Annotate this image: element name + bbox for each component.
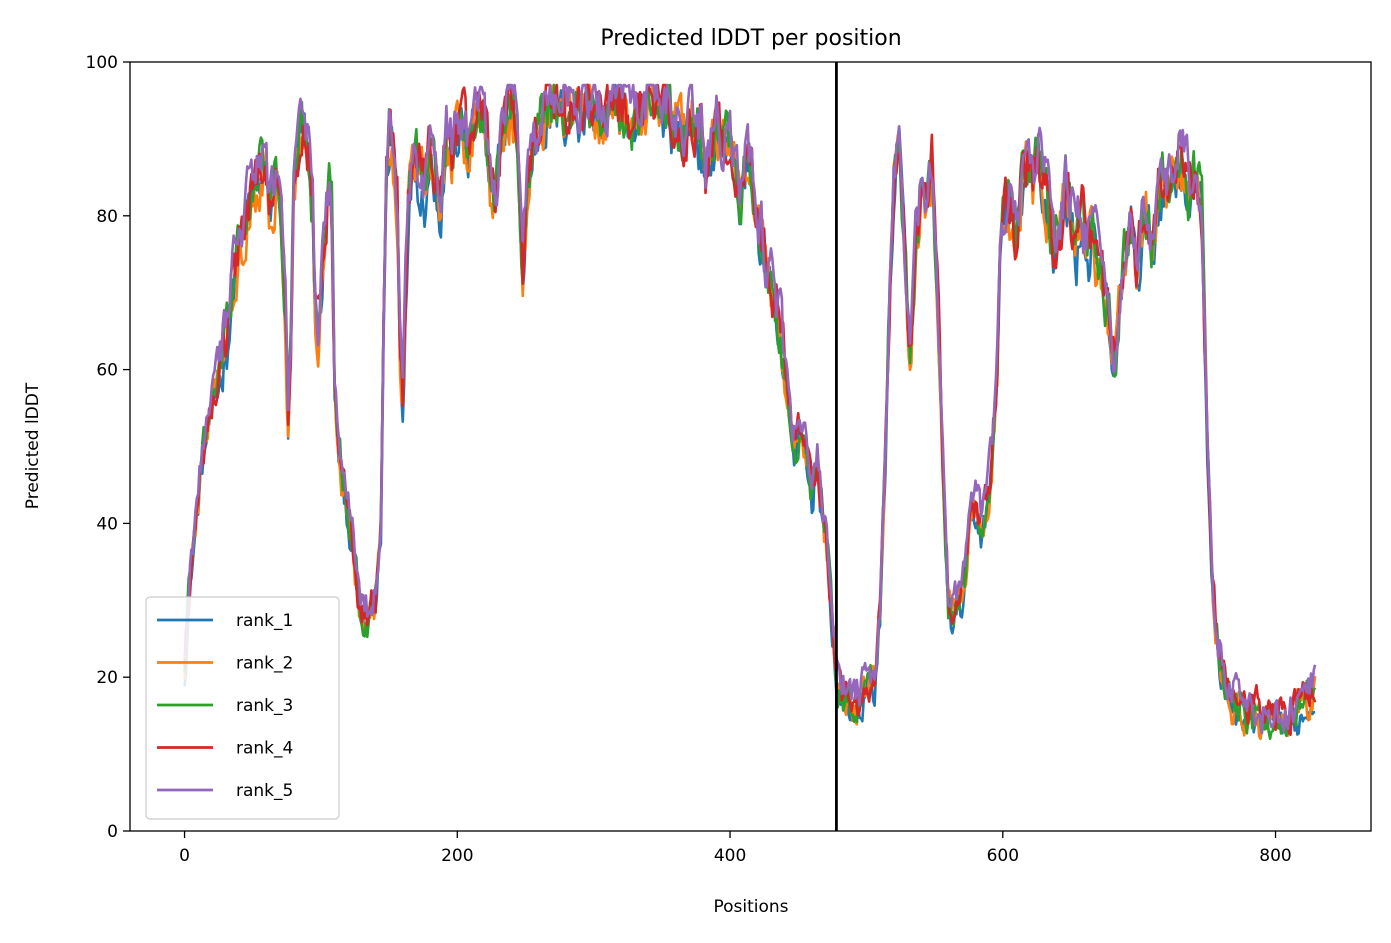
legend: rank_1 rank_2 rank_3 rank_4 rank_5 <box>145 596 340 820</box>
legend-label-rank_2: rank_2 <box>236 654 293 674</box>
legend-label-rank_5: rank_5 <box>236 781 293 801</box>
x-tick-label: 0 <box>179 846 190 866</box>
x-tick-label: 600 <box>987 846 1019 866</box>
y-tick-label: 20 <box>96 668 118 688</box>
y-axis-label: Predicted lDDT <box>23 382 43 509</box>
legend-label-rank_1: rank_1 <box>236 611 293 631</box>
y-tick-label: 0 <box>107 822 118 842</box>
legend-label-rank_3: rank_3 <box>236 696 293 716</box>
x-tick-label: 200 <box>441 846 473 866</box>
series-line-rank_5 <box>183 83 1317 735</box>
x-axis-label: Positions <box>713 897 788 917</box>
legend-frame <box>145 596 340 820</box>
y-tick-label: 100 <box>86 53 118 73</box>
x-tick-label: 400 <box>714 846 746 866</box>
legend-label-rank_4: rank_4 <box>236 739 293 759</box>
series-layer <box>183 83 1317 741</box>
x-tick-label: 800 <box>1259 846 1291 866</box>
y-tick-label: 60 <box>96 361 118 381</box>
plot-frame <box>129 61 1372 832</box>
y-tick-label: 80 <box>96 207 118 227</box>
chart-title: Predicted lDDT per position <box>600 26 901 51</box>
ticks-layer: 0 200 400 600 800 0 20 40 60 80 100 <box>86 53 1292 866</box>
y-tick-label: 40 <box>96 514 118 534</box>
